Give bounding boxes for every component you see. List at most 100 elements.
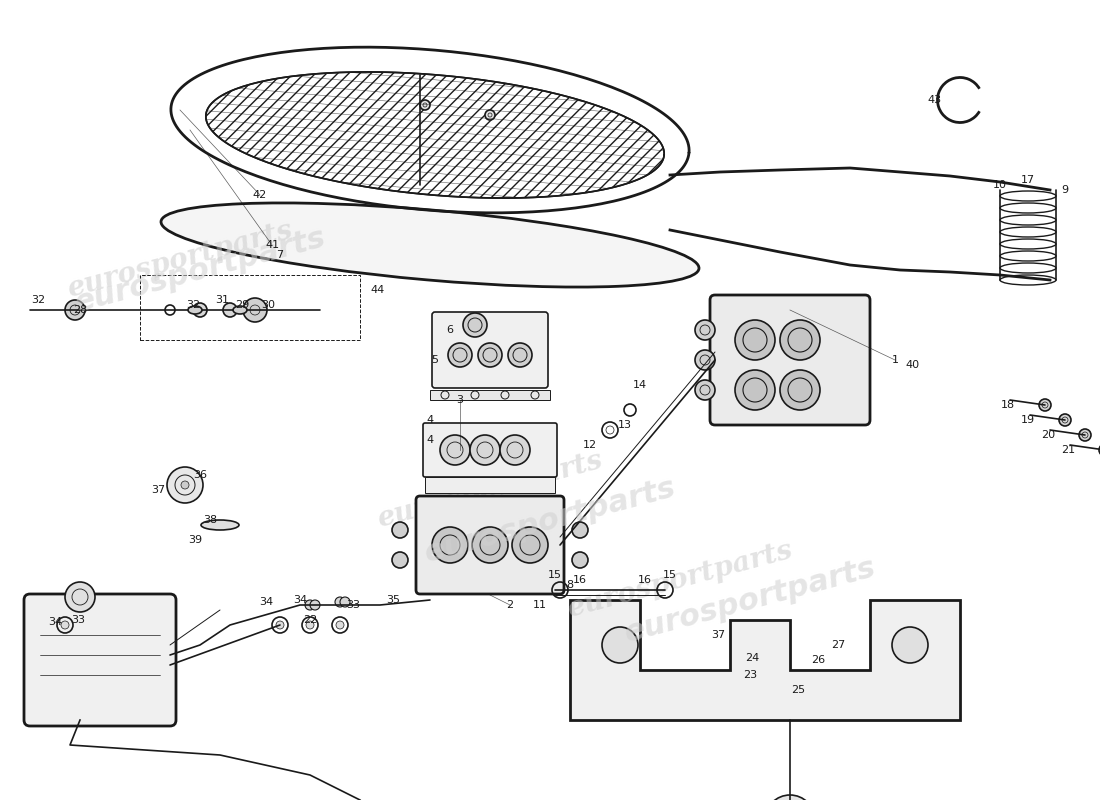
Circle shape: [602, 627, 638, 663]
Text: 33: 33: [346, 600, 360, 610]
Bar: [425, 497, 556, 513]
Circle shape: [182, 481, 189, 489]
Text: 8: 8: [566, 580, 573, 590]
Text: 11: 11: [534, 600, 547, 610]
Text: 39: 39: [188, 535, 202, 545]
Circle shape: [508, 343, 532, 367]
Text: 19: 19: [1021, 415, 1035, 425]
Text: 33: 33: [72, 615, 85, 625]
FancyBboxPatch shape: [416, 496, 564, 594]
Circle shape: [440, 435, 470, 465]
Text: 41: 41: [265, 240, 279, 250]
Text: 35: 35: [386, 595, 400, 605]
Text: 2: 2: [506, 600, 514, 610]
Text: 17: 17: [1021, 175, 1035, 185]
Text: 38: 38: [202, 515, 217, 525]
Circle shape: [1059, 414, 1071, 426]
Text: 34: 34: [293, 595, 307, 605]
Text: eurosportparts: eurosportparts: [621, 553, 879, 647]
Text: 42: 42: [253, 190, 267, 200]
Text: 13: 13: [618, 420, 632, 430]
Circle shape: [1079, 429, 1091, 441]
Text: 25: 25: [791, 685, 805, 695]
Text: 36: 36: [192, 470, 207, 480]
Circle shape: [310, 600, 320, 610]
Text: 34: 34: [48, 617, 62, 627]
Circle shape: [392, 552, 408, 568]
Circle shape: [420, 100, 430, 110]
Text: 14: 14: [632, 380, 647, 390]
Text: 23: 23: [742, 670, 757, 680]
Text: 37: 37: [151, 485, 165, 495]
Text: 31: 31: [214, 295, 229, 305]
Circle shape: [306, 621, 313, 629]
Circle shape: [167, 467, 204, 503]
Text: 4: 4: [427, 415, 433, 425]
Circle shape: [735, 370, 776, 410]
Ellipse shape: [201, 520, 239, 530]
Circle shape: [512, 527, 548, 563]
Circle shape: [448, 343, 472, 367]
Text: 9: 9: [1062, 185, 1068, 195]
Text: 10: 10: [993, 180, 1007, 190]
Circle shape: [695, 380, 715, 400]
Circle shape: [695, 350, 715, 370]
Circle shape: [223, 303, 236, 317]
Text: 20: 20: [1041, 430, 1055, 440]
Circle shape: [485, 110, 495, 120]
Circle shape: [336, 621, 344, 629]
Ellipse shape: [188, 306, 202, 314]
Circle shape: [336, 597, 345, 607]
Circle shape: [572, 552, 588, 568]
Circle shape: [695, 320, 715, 340]
Text: 22: 22: [302, 615, 317, 625]
Text: 29: 29: [235, 300, 249, 310]
Text: 1: 1: [891, 355, 899, 365]
Circle shape: [892, 627, 928, 663]
Text: eurosportparts: eurosportparts: [72, 222, 329, 318]
Circle shape: [192, 303, 207, 317]
Polygon shape: [570, 600, 960, 720]
Text: 40: 40: [905, 360, 920, 370]
Text: 27: 27: [830, 640, 845, 650]
Text: eurosportparts: eurosportparts: [374, 447, 606, 533]
Text: 34: 34: [258, 597, 273, 607]
Text: 30: 30: [261, 300, 275, 310]
Ellipse shape: [233, 306, 248, 314]
Text: 32: 32: [186, 300, 200, 310]
Circle shape: [478, 343, 502, 367]
Circle shape: [432, 527, 468, 563]
Bar: [140, 275, 360, 340]
Text: eurosportparts: eurosportparts: [564, 537, 795, 623]
Bar: [430, 390, 550, 400]
Circle shape: [392, 522, 408, 538]
Text: 18: 18: [1001, 400, 1015, 410]
Circle shape: [780, 370, 820, 410]
Text: 4: 4: [427, 435, 433, 445]
Circle shape: [463, 313, 487, 337]
Text: 26: 26: [811, 655, 825, 665]
Text: 15: 15: [663, 570, 676, 580]
Circle shape: [65, 582, 95, 612]
Text: eurosportparts: eurosportparts: [64, 217, 296, 303]
Circle shape: [1040, 399, 1050, 411]
Text: 3: 3: [456, 395, 463, 405]
Text: 5: 5: [431, 355, 439, 365]
Text: 6: 6: [447, 325, 453, 335]
Circle shape: [572, 522, 588, 538]
Text: eurosportparts: eurosportparts: [421, 473, 679, 567]
Text: 24: 24: [745, 653, 759, 663]
Circle shape: [472, 527, 508, 563]
FancyBboxPatch shape: [24, 594, 176, 726]
Text: 7: 7: [276, 250, 284, 260]
Ellipse shape: [161, 203, 698, 287]
Text: 44: 44: [371, 285, 385, 295]
Circle shape: [243, 298, 267, 322]
Text: 43: 43: [928, 95, 942, 105]
Text: 28: 28: [73, 305, 87, 315]
Circle shape: [470, 435, 500, 465]
FancyBboxPatch shape: [424, 423, 557, 477]
Circle shape: [65, 300, 85, 320]
Circle shape: [60, 621, 69, 629]
FancyBboxPatch shape: [432, 312, 548, 388]
